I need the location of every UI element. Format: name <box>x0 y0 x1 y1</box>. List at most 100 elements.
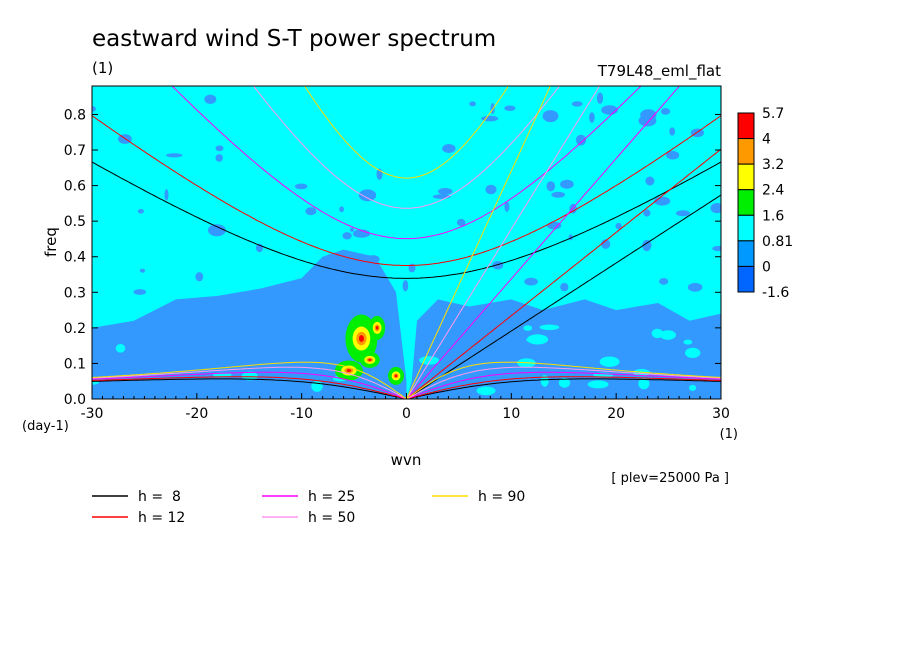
low-power-patch <box>305 207 317 216</box>
colorbar-swatch <box>737 163 755 191</box>
moderate-power-patch <box>651 328 664 339</box>
high-power-peak <box>346 369 352 372</box>
x-axis-label: wvn <box>391 451 422 469</box>
colorbar-label: 5.7 <box>762 106 784 122</box>
colorbar-swatch <box>737 138 755 165</box>
low-power-patch <box>342 232 352 240</box>
moderate-power-patch <box>539 324 560 331</box>
colorbar-label: 3.2 <box>762 157 784 173</box>
low-power-patch <box>481 115 499 122</box>
low-power-patch <box>294 183 308 190</box>
x-tick-label: 10 <box>502 406 520 422</box>
moderate-power-patch <box>685 347 701 358</box>
low-power-patch <box>589 112 595 123</box>
colorbar: 5.7 4 3.2 2.4 1.6 0.81 0 -1.6 <box>737 106 793 301</box>
low-power-patch <box>208 224 226 237</box>
rossby-wave-curve <box>92 378 721 399</box>
legend-label: h = 90 <box>478 489 525 505</box>
moderate-power-patch <box>115 344 126 353</box>
chart-title: eastward wind S-T power spectrum <box>92 26 496 52</box>
gravity-wave-curve <box>304 86 509 179</box>
legend-label: h = 8 <box>138 489 181 505</box>
x-tick-label: 30 <box>712 406 730 422</box>
moderate-power-patch <box>689 384 697 391</box>
spectral-field <box>92 92 721 399</box>
low-power-patch <box>547 221 562 230</box>
high-power-peak <box>375 326 379 330</box>
x-tick-label: 20 <box>607 406 625 422</box>
gravity-wave-curve <box>92 115 721 266</box>
rossby-wave-curve <box>92 376 721 399</box>
kelvin-wave-curve <box>406 86 681 399</box>
moderate-power-patch <box>587 380 609 389</box>
colorbar-swatch <box>737 214 755 242</box>
low-power-patch <box>456 218 466 227</box>
moderate-power-patch <box>241 371 258 381</box>
low-power-patch <box>165 153 183 158</box>
y-tick-label: 0.2 <box>64 321 86 337</box>
pressure-level-note: [ plev=25000 Pa ] <box>611 471 729 486</box>
y-axis-label: freq <box>42 227 60 257</box>
colorbar-swatch <box>737 189 755 216</box>
kelvin-wave-curve <box>406 194 721 399</box>
legend: h = 8 h = 12 h = 25 h = 50 h = 90 <box>92 489 525 526</box>
low-power-patch <box>654 196 671 206</box>
low-power-patch <box>638 114 657 127</box>
gravity-wave-curve <box>171 86 642 240</box>
low-power-patch <box>492 261 504 270</box>
plot-area <box>91 85 722 400</box>
low-power-patch <box>596 92 604 104</box>
y-tick-label: 0.4 <box>64 250 86 266</box>
low-power-patch <box>615 222 622 230</box>
y-axis-units: (day-1) <box>22 419 69 434</box>
high-power-peak <box>394 374 398 378</box>
low-power-patch <box>215 145 224 152</box>
low-power-patch <box>560 282 569 292</box>
colorbar-label: 0.81 <box>762 234 793 250</box>
low-power-patch <box>642 239 652 252</box>
low-power-patch <box>348 268 356 280</box>
rossby-wave-curve <box>92 371 721 399</box>
low-power-patch <box>687 282 703 292</box>
y-axis: 0.0 0.1 0.2 0.3 0.4 0.5 0.6 0.7 0.8 <box>64 107 721 408</box>
low-power-patch <box>542 110 559 123</box>
dispersion-curves <box>92 86 721 399</box>
colorbar-label: 1.6 <box>762 208 784 224</box>
low-power-patch <box>442 144 456 153</box>
x-tick-label: -20 <box>185 406 208 422</box>
low-power-patch <box>659 278 669 285</box>
run-name: T79L48_eml_flat <box>597 62 721 81</box>
low-power-patch <box>504 201 510 212</box>
low-power-patch <box>137 209 144 214</box>
colorbar-label: 4 <box>762 132 771 148</box>
x-tick-label: 0 <box>402 406 411 422</box>
low-power-patch <box>669 127 676 136</box>
moderate-power-patch <box>638 377 650 390</box>
moderate-power-patch <box>523 325 533 331</box>
low-power-patch <box>339 206 344 213</box>
y-tick-label: 0.7 <box>64 143 86 159</box>
moderate-power-patch <box>599 356 620 367</box>
moderate-power-patch <box>659 330 677 340</box>
low-power-patch <box>571 101 583 107</box>
moderate-power-patch <box>419 356 440 365</box>
low-power-patch <box>215 154 223 162</box>
x-axis: -30 -20 -10 0 10 20 30 <box>81 393 730 422</box>
low-power-patch <box>92 106 96 112</box>
colorbar-swatch <box>737 265 755 293</box>
low-power-patch <box>204 94 217 105</box>
colorbar-swatch <box>737 240 755 267</box>
low-power-patch <box>666 150 680 160</box>
x-axis-units: (1) <box>720 427 738 442</box>
low-power-region-west <box>92 249 407 399</box>
low-power-patch <box>643 209 651 217</box>
high-power-peak <box>358 335 364 342</box>
x-tick-label: -10 <box>290 406 313 422</box>
y-tick-label: 0.0 <box>64 392 86 408</box>
low-power-patch <box>469 101 476 107</box>
legend-label: h = 50 <box>308 510 355 526</box>
kelvin-wave-curve <box>406 86 601 399</box>
low-power-patch <box>661 108 671 115</box>
y-tick-label: 0.3 <box>64 285 86 301</box>
